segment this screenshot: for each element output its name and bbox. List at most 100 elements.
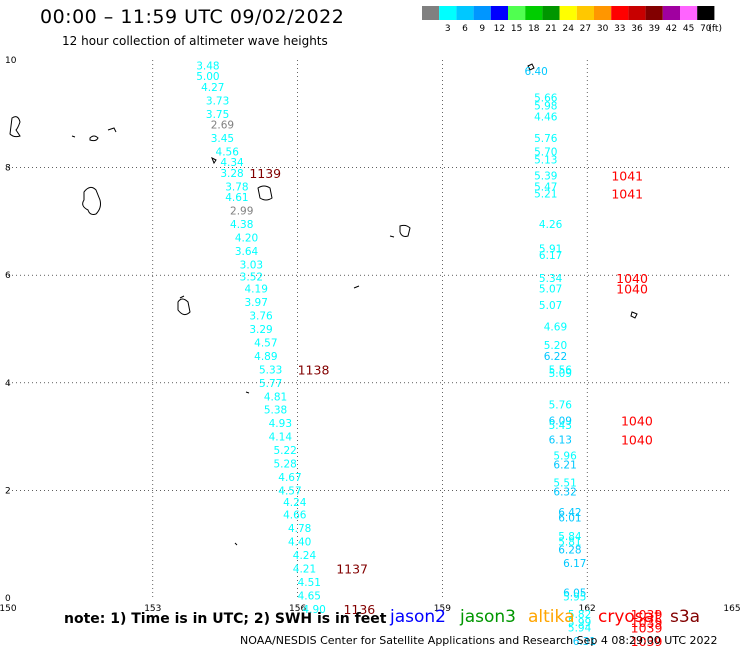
wave-height-labels: 3.485.004.273.73 3.752.693.454.564.343.28… — [196, 60, 596, 648]
wave-height-point: 4.57 — [278, 485, 301, 497]
wave-height-point: 4.40 — [288, 537, 311, 549]
colorbar-label: 24 — [562, 24, 574, 34]
x-tick-label: 150 — [0, 604, 17, 614]
colorbar-label: 39 — [648, 24, 660, 34]
wave-height-point: 5.76 — [534, 133, 558, 145]
chart-subtitle: 12 hour collection of altimeter wave hei… — [62, 34, 328, 48]
x-tick-label: 159 — [434, 604, 451, 614]
wave-height-point: 6.42 — [558, 507, 581, 519]
wave-height-point: 5.91 — [539, 243, 562, 255]
y-tick-label: 4 — [5, 379, 11, 389]
wave-height-point: 4.56 — [216, 146, 240, 158]
colorbar-swatch — [439, 6, 457, 20]
wave-height-point: 5.56 — [549, 364, 573, 376]
colorbar-swatch — [490, 6, 508, 20]
wave-height-point: 3.64 — [235, 246, 259, 258]
wave-height-point: 5.28 — [273, 459, 296, 471]
colorbar-swatch — [680, 6, 698, 20]
y-tick-label: 10 — [5, 56, 17, 66]
wave-height-point: 5.82 — [568, 609, 591, 621]
wave-height-point: 5.99 — [568, 617, 591, 629]
colorbar-swatch — [662, 6, 680, 20]
wave-height-point: 4.21 — [293, 563, 316, 575]
wave-height-point: 2.99 — [230, 206, 253, 218]
wave-height-point: 5.13 — [534, 155, 557, 167]
wave-height-point: 4.57 — [254, 337, 277, 349]
pass-annotations: 1139113811371136104110411040104010401040… — [249, 166, 663, 649]
colorbar-swatch — [576, 6, 594, 20]
grid-lines — [8, 60, 732, 598]
wave-height-point: 4.81 — [264, 391, 287, 403]
wave-height-point: 3.48 — [196, 60, 219, 72]
pass-time-label: 1138 — [298, 362, 330, 377]
pass-time-label: 1039 — [631, 615, 663, 630]
colorbar-label: 33 — [614, 24, 625, 34]
pass-time-label: 1041 — [611, 186, 643, 201]
legend-jason3: jason3 — [460, 607, 516, 627]
x-tick-label: 156 — [289, 604, 306, 614]
pass-time-label: 1041 — [611, 169, 643, 184]
wave-height-point: 3.28 — [220, 168, 243, 180]
pass-time-label: 1039 — [631, 607, 663, 622]
wave-height-point: 5.00 — [196, 71, 219, 83]
wave-height-point: 5.96 — [553, 450, 577, 462]
wave-height-point: 5.81 — [558, 537, 581, 549]
legend-altika: altika — [528, 607, 575, 627]
colorbar-label: 12 — [494, 24, 505, 34]
colorbar-swatch — [422, 6, 440, 20]
colorbar-swatch — [525, 6, 543, 20]
wave-height-point: 5.70 — [534, 146, 557, 158]
wave-height-point: 5.20 — [544, 340, 567, 352]
wave-height-point: 4.78 — [288, 523, 311, 535]
wave-height-point: 4.66 — [283, 510, 307, 522]
colorbar-swatch — [542, 6, 560, 20]
wave-height-point: 5.34 — [539, 273, 563, 285]
wave-height-point: 6.09 — [549, 415, 572, 427]
colorbar-label: 36 — [631, 24, 643, 34]
colorbar-label: 3 — [445, 24, 451, 34]
wave-height-point: 3.97 — [245, 297, 268, 309]
colorbar-label: 42 — [666, 24, 677, 34]
y-tick-label: 8 — [5, 164, 11, 174]
wave-height-point: 4.69 — [544, 321, 567, 333]
wave-height-point: 5.22 — [273, 445, 296, 457]
wave-height-point: 5.66 — [534, 93, 558, 105]
wave-height-point: 4.26 — [539, 219, 563, 231]
colorbar-label: 27 — [580, 24, 591, 34]
x-tick-label: 165 — [723, 604, 740, 614]
pass-time-label: 1039 — [631, 634, 663, 649]
wave-height-point: 4.89 — [254, 351, 277, 363]
wave-height-point: 6.31 — [573, 636, 596, 648]
wave-height-point: 3.29 — [249, 324, 272, 336]
colorbar-label: 45 — [683, 24, 694, 34]
wave-height-point: 4.51 — [298, 577, 321, 589]
wave-height-point: 4.65 — [298, 590, 321, 602]
colorbar-swatch — [594, 6, 612, 20]
wave-height-point: 6.40 — [524, 66, 547, 78]
credit-line: NOAA/NESDIS Center for Satellite Applica… — [240, 634, 718, 647]
wave-height-point: 3.78 — [225, 181, 248, 193]
colorbar-swatch — [456, 6, 474, 20]
wave-height-point: 5.51 — [553, 477, 576, 489]
y-tick-label: 2 — [5, 486, 11, 496]
wave-height-point: 4.38 — [230, 219, 253, 231]
colorbar-label: 15 — [511, 24, 522, 34]
colorbar-swatch — [508, 6, 526, 20]
wave-height-point: 5.43 — [549, 420, 572, 432]
wave-height-point: 4.24 — [283, 497, 307, 509]
y-tick-label: 0 — [5, 594, 11, 604]
wave-height-point: 5.76 — [549, 399, 573, 411]
wave-height-point: 5.77 — [259, 378, 282, 390]
colorbar-swatch — [697, 6, 715, 20]
wave-height-point: 5.07 — [539, 300, 562, 312]
wave-height-point: 5.95 — [563, 591, 586, 603]
pass-time-label: 1039 — [631, 621, 663, 636]
wave-height-point: 5.21 — [534, 188, 557, 200]
legend-cryosat: cryosat — [598, 607, 661, 627]
colorbar-label: 9 — [479, 24, 485, 34]
wave-height-point: 5.33 — [259, 364, 282, 376]
wave-height-point: 4.67 — [278, 472, 301, 484]
wave-height-point: 4.93 — [269, 418, 292, 430]
colorbar-label: 21 — [545, 24, 556, 34]
